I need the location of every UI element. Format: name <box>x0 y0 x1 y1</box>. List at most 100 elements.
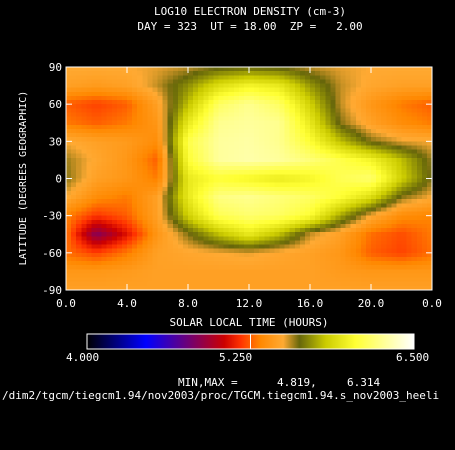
heatmap-cell <box>411 120 418 126</box>
heatmap-cell <box>208 190 215 196</box>
heatmap-cell <box>386 285 392 291</box>
heatmap-cell <box>269 120 276 126</box>
heatmap-cell <box>411 215 418 221</box>
heatmap-cell <box>238 112 245 118</box>
heatmap-cell <box>386 228 392 233</box>
heatmap-cell <box>320 219 326 225</box>
heatmap-cell <box>162 83 169 89</box>
heatmap-cell <box>218 199 225 204</box>
heatmap-cell <box>86 95 93 101</box>
heatmap-cell <box>188 83 194 89</box>
heatmap-cell <box>162 261 169 266</box>
heatmap-cell <box>289 133 296 138</box>
heatmap-cell <box>264 223 270 229</box>
heatmap-cell <box>66 108 72 114</box>
heatmap-cell <box>71 120 77 126</box>
heatmap-cell <box>350 128 357 134</box>
heatmap-cell <box>96 166 103 171</box>
heatmap-cell <box>182 285 189 291</box>
heatmap-cell <box>401 137 408 142</box>
heatmap-cell <box>299 166 306 171</box>
heatmap-cell <box>386 199 392 204</box>
heatmap-cell <box>106 83 113 89</box>
heatmap-cell <box>421 248 428 254</box>
heatmap-cell <box>162 186 169 192</box>
heatmap-cell <box>325 124 331 130</box>
heatmap-cell <box>213 244 220 250</box>
heatmap-cell <box>243 87 250 93</box>
heatmap-cell <box>233 157 240 163</box>
heatmap-cell <box>310 71 316 76</box>
heatmap-cell <box>279 157 286 163</box>
heatmap-cell <box>127 252 133 258</box>
heatmap-cell <box>345 195 352 200</box>
heatmap-cell <box>320 174 326 180</box>
heatmap-cell <box>106 157 113 163</box>
heatmap-cell <box>91 133 98 138</box>
heatmap-cell <box>238 232 245 237</box>
heatmap-cell <box>269 112 276 118</box>
heatmap-cell <box>340 219 347 225</box>
heatmap-cell <box>340 182 347 188</box>
heatmap-cell <box>177 157 184 163</box>
heatmap-cell <box>411 211 418 217</box>
heatmap-cell <box>376 269 382 275</box>
heatmap-cell <box>396 269 403 275</box>
heatmap-cell <box>177 244 184 250</box>
heatmap-cell <box>137 137 143 142</box>
heatmap-cell <box>228 112 235 118</box>
heatmap-cell <box>289 141 296 147</box>
heatmap-cell <box>116 170 123 175</box>
heatmap-cell <box>243 182 250 188</box>
heatmap-cell <box>71 203 77 209</box>
heatmap-cell <box>223 186 230 192</box>
heatmap-cell <box>76 116 82 122</box>
heatmap-cell <box>132 228 138 233</box>
heatmap-cell <box>365 269 372 275</box>
heatmap-cell <box>325 170 331 175</box>
heatmap-cell <box>228 215 235 221</box>
heatmap-cell <box>360 145 367 151</box>
heatmap-cell <box>315 170 321 175</box>
heatmap-cell <box>193 261 199 266</box>
heatmap-cell <box>264 100 270 105</box>
heatmap-cell <box>360 137 367 142</box>
y-tick-label: 90 <box>49 61 62 74</box>
heatmap-cell <box>350 186 357 192</box>
heatmap-cell <box>345 265 352 270</box>
heatmap-cell <box>396 75 403 80</box>
heatmap-cell <box>335 265 342 270</box>
heatmap-cell <box>111 67 118 72</box>
heatmap-cell <box>264 161 270 167</box>
heatmap-cell <box>142 223 148 229</box>
heatmap-cell <box>315 186 321 192</box>
heatmap-cell <box>421 174 428 180</box>
heatmap-cell <box>421 195 428 200</box>
heatmap-cell <box>259 87 265 93</box>
heatmap-cell <box>147 75 154 80</box>
heatmap-cell <box>259 195 265 200</box>
heatmap-cell <box>269 269 276 275</box>
heatmap-cell <box>320 285 326 291</box>
heatmap-cell <box>233 161 240 167</box>
heatmap-cell <box>96 116 103 122</box>
heatmap-cell <box>101 190 108 196</box>
heatmap-cell <box>335 153 342 159</box>
heatmap-cell <box>406 219 413 225</box>
heatmap-cell <box>218 145 225 151</box>
heatmap-cell <box>127 186 133 192</box>
heatmap-cell <box>249 195 255 200</box>
heatmap-cell <box>66 104 72 109</box>
heatmap-cell <box>335 244 342 250</box>
heatmap-cell <box>218 236 225 242</box>
heatmap-cell <box>360 215 367 221</box>
heatmap-cell <box>81 100 87 105</box>
heatmap-cell <box>289 232 296 237</box>
heatmap-cell <box>213 261 220 266</box>
heatmap-cell <box>284 178 291 184</box>
heatmap-cell <box>416 199 423 204</box>
heatmap-cell <box>218 87 225 93</box>
heatmap-cell <box>157 133 164 138</box>
heatmap-cell <box>406 112 413 118</box>
heatmap-cell <box>355 166 362 171</box>
